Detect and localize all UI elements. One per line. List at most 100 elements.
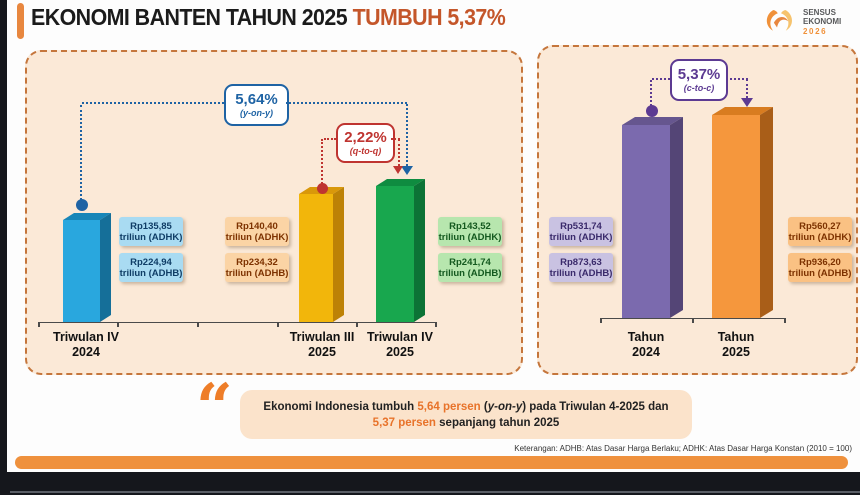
value-box-adhk-q4-2024: Rp135,85 triliun (ADHK) <box>119 217 183 246</box>
next-page-edge <box>10 491 860 493</box>
logo-year: 2026 <box>803 26 828 36</box>
sensus-ekonomi-logo: SENSUS EKONOMI 2026 <box>762 5 841 39</box>
quote-line1: Ekonomi Indonesia tumbuh 5,64 persen (y-… <box>263 399 668 415</box>
arrow-down-blue <box>401 166 413 175</box>
category-period: Tahun <box>717 330 755 344</box>
category-year: 2025 <box>308 345 336 359</box>
axis-tick <box>435 322 437 327</box>
growth-note: (y-on-y) <box>240 108 273 119</box>
bar-front <box>63 220 100 322</box>
connector-line <box>80 105 82 200</box>
category-year: 2024 <box>72 345 100 359</box>
quote-text: ) pada Triwulan 4-2025 dan <box>522 400 669 413</box>
quote-icon: “ <box>196 370 233 445</box>
value-box-adhb-2025: Rp936,20 triliun (ADHB) <box>788 253 852 282</box>
unit: triliun (ADHB) <box>119 267 183 279</box>
value-box-adhb-2024: Rp873,63 triliun (ADHB) <box>549 253 613 282</box>
bar-triwulan-iv-2025 <box>376 179 425 322</box>
connector-line <box>650 80 652 106</box>
arrow-down-purple <box>741 98 753 107</box>
bar-side <box>670 117 683 318</box>
axis-tick <box>277 322 279 327</box>
category-period: Triwulan IV <box>367 330 433 344</box>
bar-tahun-2024 <box>622 117 683 318</box>
title-accent-bar <box>17 3 24 39</box>
category-year: 2025 <box>386 345 414 359</box>
bar-side <box>333 187 344 322</box>
connector-dot-red <box>317 183 328 194</box>
bar-front <box>299 194 333 322</box>
quote-highlight: 5,64 persen <box>417 400 481 413</box>
category-period: Tahun <box>627 330 665 344</box>
title-highlight: TUMBUH 5,37% <box>352 4 506 30</box>
connector-dot-blue <box>76 199 88 211</box>
quote-line2: 5,37 persen sepanjang tahun 2025 <box>373 415 560 431</box>
axis-tick <box>692 318 694 323</box>
bottom-accent-bar <box>15 456 848 469</box>
category-period: Triwulan IV <box>53 330 119 344</box>
connector-line <box>726 78 748 80</box>
connector-line <box>746 79 748 98</box>
growth-badge-ctc: 5,37% (c-to-c) <box>670 59 728 101</box>
bar-top <box>622 117 683 125</box>
connector-line <box>406 104 408 166</box>
axis-tick <box>356 322 358 327</box>
value-box-adhk-2024: Rp531,74 triliun (ADHK) <box>549 217 613 246</box>
bar-front <box>712 115 760 318</box>
bar-tahun-2025 <box>712 107 773 318</box>
category-tahun-2025: Tahun 2025 <box>690 330 782 360</box>
growth-value: 5,64% <box>235 91 278 109</box>
value-box-adhk-q4-2025: Rp143,52 triliun (ADHK) <box>438 217 502 246</box>
unit: triliun (ADHB) <box>788 267 852 279</box>
unit: triliun (ADHB) <box>225 267 289 279</box>
bar-front <box>622 125 670 318</box>
unit: triliun (ADHK) <box>225 231 289 243</box>
value: Rp234,32 <box>236 256 278 268</box>
connector-line <box>82 102 224 104</box>
arrow-down-red <box>393 166 403 174</box>
bar-triwulan-iv-2024 <box>63 213 111 322</box>
category-triwulan-iii-2025: Triwulan III 2025 <box>276 330 368 360</box>
growth-note: (q-to-q) <box>349 146 382 157</box>
unit: triliun (ADHB) <box>438 267 502 279</box>
category-period: Triwulan III <box>289 330 355 344</box>
bar-top <box>376 179 425 186</box>
summary-quote: Ekonomi Indonesia tumbuh 5,64 persen (y-… <box>240 390 692 439</box>
bar-side <box>760 107 773 318</box>
connector-line <box>652 78 670 80</box>
connector-line <box>398 139 400 166</box>
quarterly-x-axis <box>38 322 436 323</box>
value: Rp140,40 <box>236 220 278 232</box>
quote-italic: y-on-y <box>487 400 523 413</box>
connector-line <box>321 139 323 184</box>
bar-front <box>376 186 414 322</box>
connector-dot-purple <box>646 105 658 117</box>
value-box-adhb-q3-2025: Rp234,32 triliun (ADHB) <box>225 253 289 282</box>
value: Rp560,27 <box>799 220 841 232</box>
bar-top <box>712 107 773 115</box>
footnote: Keterangan: ADHB: Atas Dasar Harga Berla… <box>514 444 852 453</box>
unit: triliun (ADHK) <box>549 231 613 243</box>
value-box-adhb-q4-2025: Rp241,74 triliun (ADHB) <box>438 253 502 282</box>
unit: triliun (ADHK) <box>788 231 852 243</box>
value-box-adhk-q3-2025: Rp140,40 triliun (ADHK) <box>225 217 289 246</box>
title-main: EKONOMI BANTEN TAHUN 2025 <box>31 4 348 30</box>
growth-badge-yoy: 5,64% (y-on-y) <box>224 84 289 126</box>
growth-value: 5,37% <box>677 66 721 84</box>
bar-side <box>100 213 111 322</box>
category-triwulan-iv-2025: Triwulan IV 2025 <box>354 330 446 360</box>
axis-tick <box>784 318 786 323</box>
value-box-adhk-2025: Rp560,27 triliun (ADHK) <box>788 217 852 246</box>
sensus-swirl-icon <box>766 10 792 31</box>
bar-side <box>414 179 425 322</box>
quote-text: Ekonomi Indonesia tumbuh <box>263 400 418 413</box>
growth-value: 2,22% <box>344 129 387 147</box>
bar-top <box>63 213 111 220</box>
value: Rp936,20 <box>799 256 841 268</box>
quote-text: ( <box>480 400 488 413</box>
value: Rp224,94 <box>130 256 172 268</box>
logo-line1: SENSUS <box>803 7 836 17</box>
value: Rp241,74 <box>449 256 491 268</box>
connector-line <box>286 102 407 104</box>
